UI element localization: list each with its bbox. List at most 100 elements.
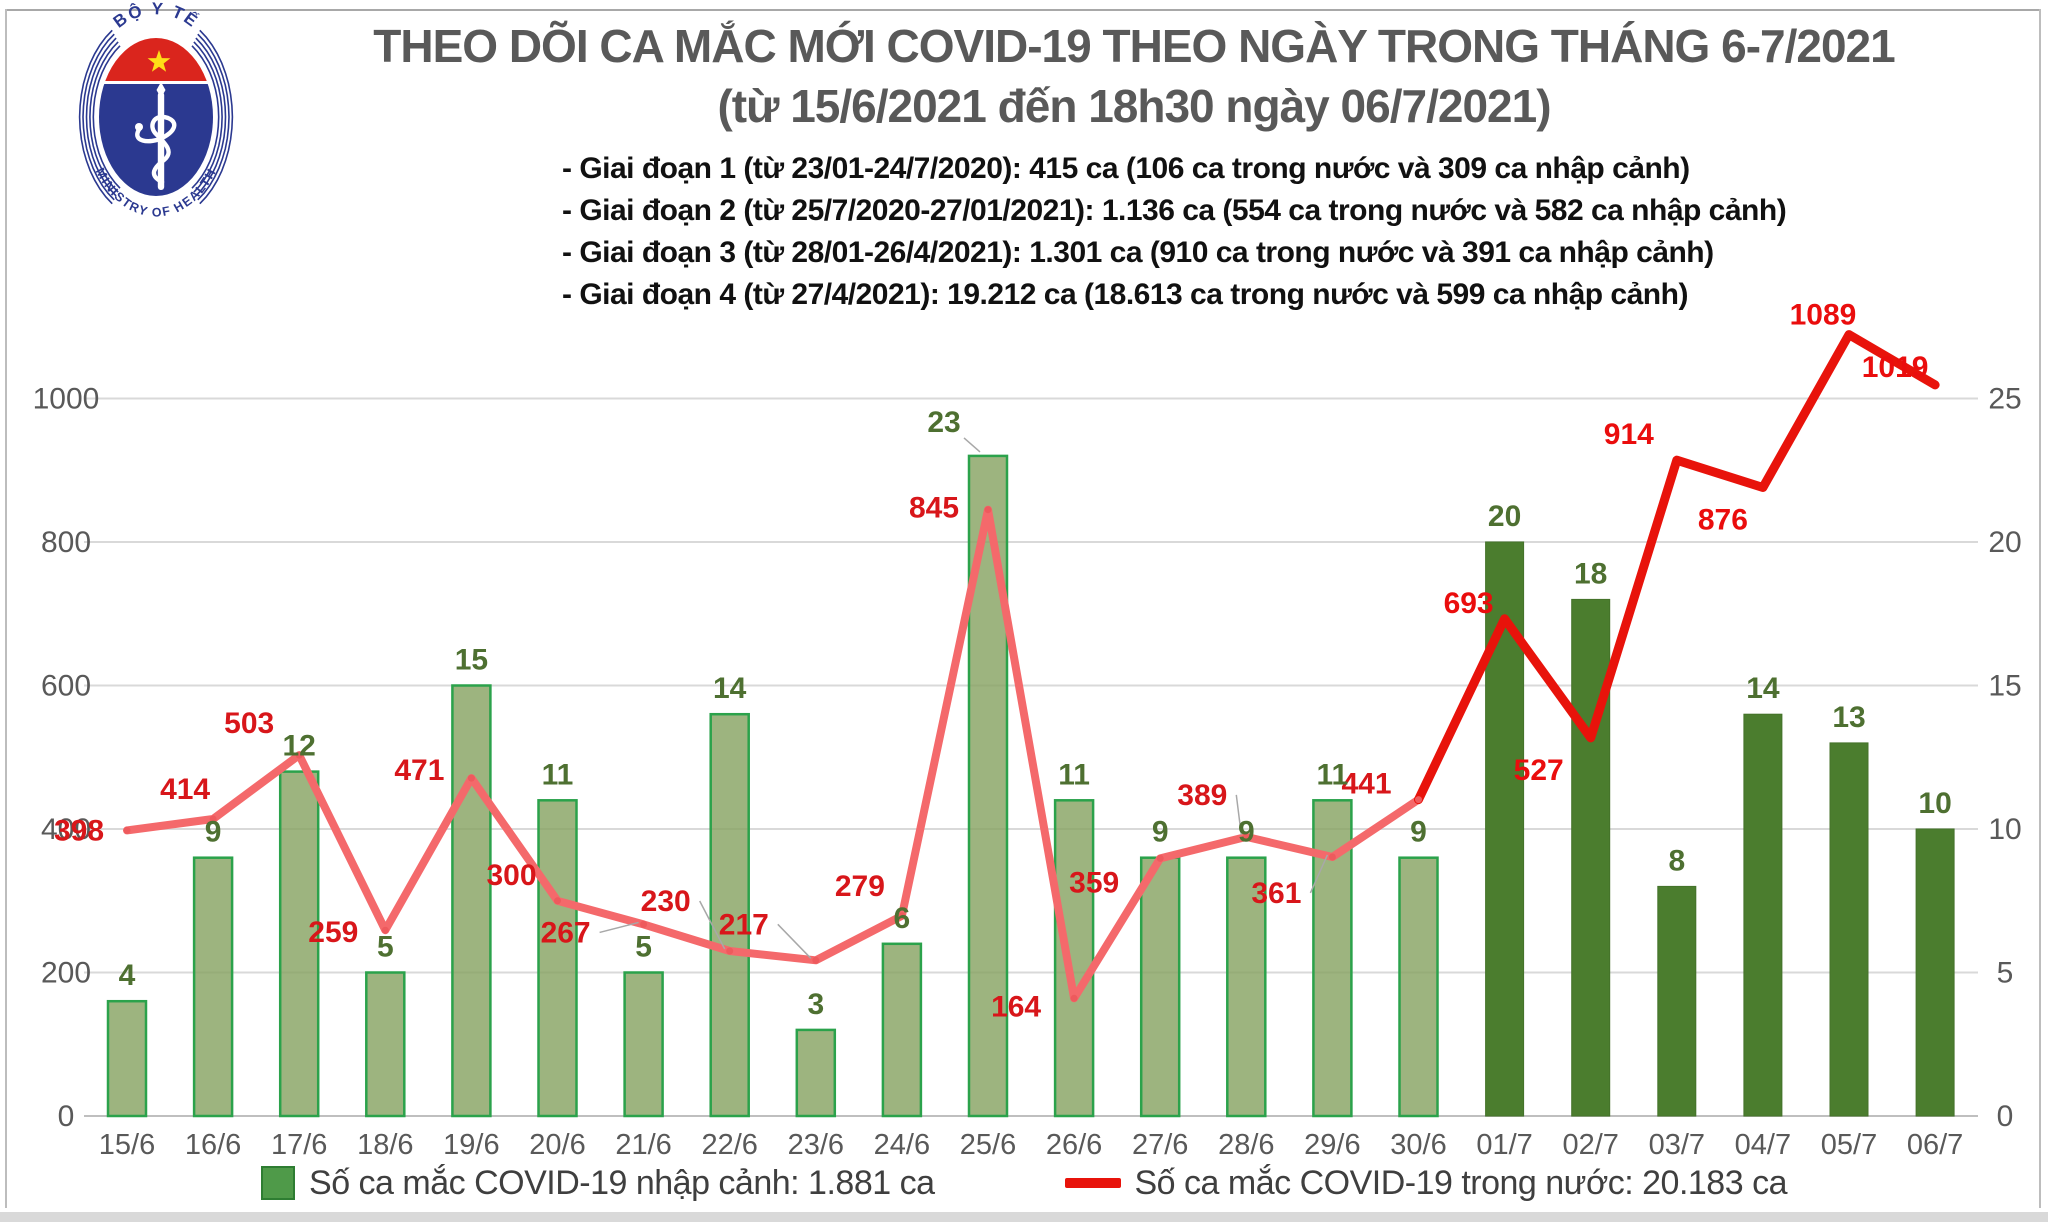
left-axis-tick-label: 200 bbox=[41, 957, 91, 990]
bar-value-label: 20 bbox=[1488, 500, 1521, 533]
line-value-label: 267 bbox=[541, 916, 591, 949]
logo-star-icon bbox=[147, 50, 171, 72]
label-leader bbox=[1235, 794, 1243, 835]
bar-02/7 bbox=[1571, 598, 1611, 1117]
slide-border-right bbox=[2039, 9, 2041, 1208]
bar-21/6 bbox=[623, 971, 664, 1118]
right-axis-tick-label: 0 bbox=[1997, 1100, 2014, 1133]
bar-value-label: 8 bbox=[1668, 844, 1685, 877]
phase-summary-list: - Giai đoạn 1 (từ 23/01-24/7/2020): 415 … bbox=[562, 148, 1787, 316]
bar-value-label: 18 bbox=[1574, 557, 1607, 590]
line-marker bbox=[726, 947, 734, 955]
logo-arc-left bbox=[85, 37, 117, 197]
title-line-1: THEO DÕI CA MẮC MỚI COVID-19 THEO NGÀY T… bbox=[373, 20, 1895, 72]
left-axis-tick-label: 0 bbox=[58, 1100, 75, 1133]
line-marker bbox=[1156, 854, 1164, 862]
logo-arc-left bbox=[82, 33, 115, 201]
x-axis-label-28/6: 28/6 bbox=[1218, 1129, 1274, 1161]
legend-label: Số ca mắc COVID-19 trong nước: 20.183 ca bbox=[1134, 1163, 1788, 1202]
bar-value-label: 9 bbox=[205, 816, 222, 849]
covid-daily-combo-chart: 0 200 400 600 800 1000 0 5 10 15 20 25 398 414 503 259 4… bbox=[0, 230, 2048, 1222]
line-value-label: 164 bbox=[991, 990, 1041, 1023]
bar-27/6 bbox=[1139, 856, 1181, 1118]
x-axis-label-20/6: 20/6 bbox=[529, 1129, 585, 1161]
label-leader bbox=[699, 900, 726, 950]
line-value-label: 398 bbox=[54, 814, 104, 847]
logo-rod-of-asclepius-icon bbox=[135, 82, 177, 190]
x-axis-label-06/7: 06/7 bbox=[1907, 1129, 1963, 1161]
bar-value-label: 11 bbox=[1058, 758, 1090, 791]
phase-note-3: - Giai đoạn 3 (từ 28/01-26/4/2021): 1.30… bbox=[562, 236, 1714, 269]
x-axis-label-03/7: 03/7 bbox=[1649, 1129, 1705, 1161]
bar-19/6 bbox=[451, 684, 492, 1118]
bar-value-label: 23 bbox=[927, 406, 960, 439]
line-value-label: 845 bbox=[909, 492, 959, 525]
label-leader bbox=[599, 921, 639, 934]
legend-item-domestic: Số ca mắc COVID-19 trong nước: 20.183 ca bbox=[1064, 1163, 1788, 1203]
bar-17/6 bbox=[278, 770, 320, 1118]
line-marker bbox=[381, 926, 389, 934]
line-marker bbox=[1415, 796, 1422, 804]
bar-22/6 bbox=[709, 712, 750, 1118]
logo-arc-right bbox=[195, 37, 227, 197]
line-value-label: 230 bbox=[641, 885, 691, 918]
logo-arc-right bbox=[193, 41, 223, 193]
bar-05/7 bbox=[1829, 742, 1869, 1117]
x-axis-label-01/7: 01/7 bbox=[1476, 1129, 1532, 1161]
bar-value-label: 14 bbox=[1746, 672, 1780, 705]
line-marker bbox=[984, 506, 992, 514]
line-value-label: 914 bbox=[1604, 418, 1654, 451]
x-axis-label-02/7: 02/7 bbox=[1562, 1129, 1618, 1161]
line-marker bbox=[123, 826, 131, 834]
line-value-label: 876 bbox=[1698, 504, 1748, 537]
x-axis-label-26/6: 26/6 bbox=[1046, 1129, 1102, 1161]
bar-18/6 bbox=[365, 971, 406, 1118]
line-value-label: 300 bbox=[486, 859, 536, 892]
logo-arc-right bbox=[191, 45, 220, 189]
slide-border-bottom bbox=[0, 1212, 2048, 1222]
bar-series-swatch bbox=[261, 1166, 296, 1200]
x-axis-label-15/6: 15/6 bbox=[99, 1129, 155, 1161]
bar-value-label: 10 bbox=[1918, 787, 1951, 820]
right-axis-tick-label: 10 bbox=[1988, 813, 2021, 846]
x-axis-label-17/6: 17/6 bbox=[271, 1129, 327, 1161]
bar-26/6 bbox=[1053, 799, 1095, 1118]
phase-note-2: - Giai đoạn 2 (từ 25/7/2020-27/01/2021):… bbox=[562, 194, 1787, 227]
bar-value-label: 14 bbox=[713, 672, 747, 705]
bar-value-label: 6 bbox=[894, 902, 911, 935]
label-leader bbox=[777, 923, 812, 959]
line-marker bbox=[554, 897, 561, 905]
chart-legend: Số ca mắc COVID-19 nhập cảnh: 1.881 ca Số… bbox=[0, 1156, 2048, 1210]
line-value-label: 441 bbox=[1341, 768, 1391, 801]
line-value-label: 527 bbox=[1514, 754, 1564, 787]
bar-value-label: 9 bbox=[1238, 816, 1255, 849]
bar-15/6 bbox=[106, 999, 148, 1118]
x-axis-label-24/6: 24/6 bbox=[874, 1129, 930, 1161]
line-marker bbox=[1328, 853, 1336, 861]
line-marker bbox=[467, 774, 475, 782]
bar-24/6 bbox=[881, 942, 923, 1118]
line-marker bbox=[1070, 994, 1078, 1002]
line-value-label: 279 bbox=[835, 870, 885, 903]
x-axis-label-05/7: 05/7 bbox=[1821, 1129, 1877, 1161]
bar-value-label: 5 bbox=[377, 931, 394, 964]
bar-value-label: 13 bbox=[1832, 701, 1865, 734]
bar-03/7 bbox=[1657, 885, 1697, 1117]
left-axis-tick-label: 1000 bbox=[33, 383, 100, 416]
bar-value-label: 5 bbox=[635, 931, 652, 964]
domestic-line-july bbox=[1414, 330, 1940, 805]
x-axis-label-22/6: 22/6 bbox=[701, 1129, 757, 1161]
ministry-of-health-logo: BỘ Y TẾ MINISTRY OF HEALTH bbox=[44, 0, 266, 234]
line-value-label: 359 bbox=[1069, 866, 1119, 899]
label-leader bbox=[1309, 854, 1329, 894]
phase-note-4: - Giai đoạn 4 (từ 27/4/2021): 19.212 ca … bbox=[562, 278, 1688, 311]
x-axis-label-27/6: 27/6 bbox=[1132, 1129, 1188, 1161]
logo-arc-right bbox=[199, 29, 234, 205]
line-marker bbox=[209, 815, 217, 823]
left-axis-tick-label: 400 bbox=[41, 813, 91, 846]
bar-06/7 bbox=[1915, 828, 1955, 1117]
x-axis-label-25/6: 25/6 bbox=[960, 1129, 1016, 1161]
right-axis-tick-label: 25 bbox=[1988, 383, 2021, 416]
bar-value-label: 15 bbox=[455, 644, 488, 677]
bar-04/7 bbox=[1743, 713, 1783, 1117]
